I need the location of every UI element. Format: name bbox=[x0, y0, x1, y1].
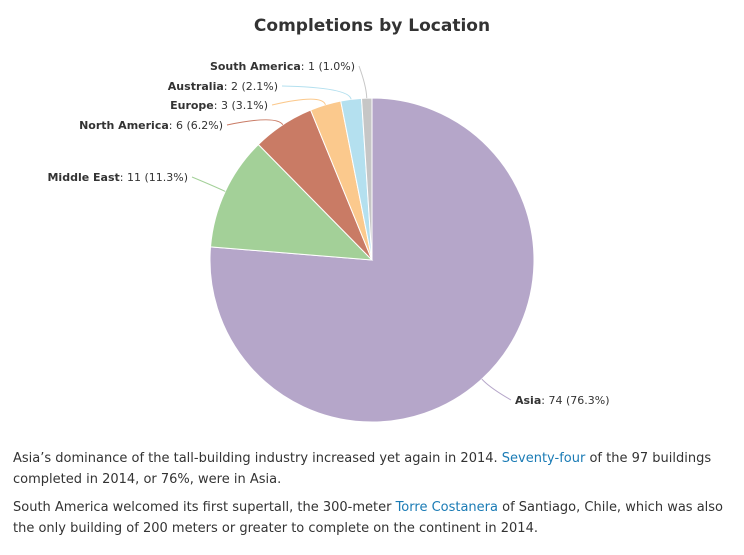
label-value: : 1 (1.0%) bbox=[301, 60, 355, 73]
pie-slice-middle-east[interactable] bbox=[209, 143, 374, 261]
label-category: Middle East bbox=[47, 171, 119, 184]
data-label-middle-east: Middle East: 11 (11.3%) bbox=[47, 171, 188, 184]
chart-title: Completions by Location bbox=[253, 16, 491, 36]
label-category: South America bbox=[210, 60, 301, 73]
label-value: : 74 (76.3%) bbox=[541, 394, 609, 407]
paragraph-south-america: South America welcomed its first superta… bbox=[13, 497, 731, 539]
data-label-south-america: South America: 1 (1.0%) bbox=[210, 60, 355, 73]
paragraph-asia-dominance: Asia’s dominance of the tall-building in… bbox=[13, 448, 731, 490]
paragraph-text: of Santiago, Chile, which was also the o… bbox=[13, 500, 724, 536]
data-label-asia: Asia: 74 (76.3%) bbox=[515, 394, 610, 407]
pie-slices bbox=[209, 97, 535, 423]
label-category: Europe bbox=[170, 99, 214, 112]
label-value: : 2 (2.1%) bbox=[224, 80, 278, 93]
label-value: : 3 (3.1%) bbox=[214, 99, 268, 112]
paragraph-text: of the 97 buildings completed in 2014, o… bbox=[13, 451, 712, 487]
data-labels: Asia: 74 (76.3%) Middle East: 11 (11.3%) N… bbox=[47, 60, 609, 407]
connector-north-america bbox=[226, 119, 284, 126]
connector-south-america bbox=[358, 65, 368, 99]
data-label-australia: Australia: 2 (2.1%) bbox=[168, 80, 278, 93]
paragraph-text: South America welcomed its first superta… bbox=[13, 500, 396, 515]
label-category: North America bbox=[79, 119, 169, 132]
seventy-four-link[interactable]: Seventy-four bbox=[501, 451, 586, 466]
torre-costanera-link[interactable]: Torre Costanera bbox=[395, 500, 498, 515]
pie-chart: Asia: 74 (76.3%) Middle East: 11 (11.3%) N… bbox=[47, 60, 610, 423]
label-connectors bbox=[191, 65, 512, 401]
connector-middle-east bbox=[191, 176, 226, 192]
connector-australia bbox=[281, 85, 352, 100]
label-value: : 11 (11.3%) bbox=[120, 171, 188, 184]
paragraph-text: Asia’s dominance of the tall-building in… bbox=[13, 451, 502, 466]
data-label-north-america: North America: 6 (6.2%) bbox=[79, 119, 223, 132]
label-category: Asia bbox=[515, 394, 541, 407]
connector-asia bbox=[481, 378, 512, 401]
data-label-europe: Europe: 3 (3.1%) bbox=[170, 99, 268, 112]
label-category: Australia bbox=[168, 80, 224, 93]
connector-europe bbox=[271, 98, 326, 106]
label-value: : 6 (6.2%) bbox=[169, 119, 223, 132]
